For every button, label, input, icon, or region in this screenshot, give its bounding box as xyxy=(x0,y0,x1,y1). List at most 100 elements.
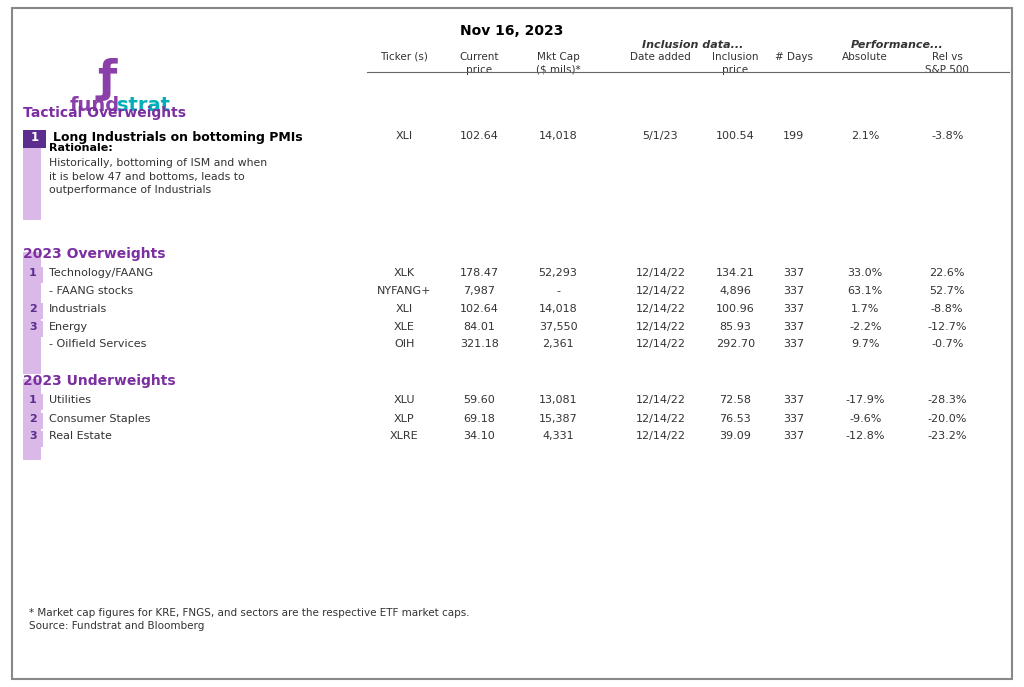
Text: Mkt Cap: Mkt Cap xyxy=(537,52,580,62)
Text: 12/14/22: 12/14/22 xyxy=(636,268,685,278)
Text: 102.64: 102.64 xyxy=(460,304,499,314)
Text: Nov 16, 2023: Nov 16, 2023 xyxy=(461,24,563,38)
Text: it is below 47 and bottoms, leads to: it is below 47 and bottoms, leads to xyxy=(49,172,245,182)
Text: 337: 337 xyxy=(783,339,804,350)
Text: Tactical Overweights: Tactical Overweights xyxy=(23,106,185,120)
Text: 12/14/22: 12/14/22 xyxy=(636,339,685,350)
FancyBboxPatch shape xyxy=(23,413,43,429)
FancyBboxPatch shape xyxy=(23,321,43,337)
Text: 12/14/22: 12/14/22 xyxy=(636,395,685,405)
Text: -20.0%: -20.0% xyxy=(928,414,967,424)
Text: 13,081: 13,081 xyxy=(539,395,578,405)
Text: 12/14/22: 12/14/22 xyxy=(636,431,685,442)
Text: 12/14/22: 12/14/22 xyxy=(636,286,685,296)
Text: XLI: XLI xyxy=(396,131,413,141)
Text: strat: strat xyxy=(117,96,170,115)
Text: Energy: Energy xyxy=(49,322,88,332)
Text: 337: 337 xyxy=(783,322,804,332)
Text: 5/1/23: 5/1/23 xyxy=(643,131,678,141)
Text: 321.18: 321.18 xyxy=(460,339,499,350)
FancyBboxPatch shape xyxy=(12,8,1012,679)
Text: -3.8%: -3.8% xyxy=(931,131,964,141)
Text: -9.6%: -9.6% xyxy=(849,414,882,424)
Text: 59.60: 59.60 xyxy=(463,395,496,405)
Bar xyxy=(367,106,592,631)
Text: - Oilfield Services: - Oilfield Services xyxy=(49,339,146,350)
Text: outperformance of Industrials: outperformance of Industrials xyxy=(49,185,211,196)
Text: 337: 337 xyxy=(783,414,804,424)
Text: S&P 500: S&P 500 xyxy=(926,65,969,75)
Text: NYFANG+: NYFANG+ xyxy=(377,286,432,296)
Text: 178.47: 178.47 xyxy=(460,268,499,278)
Text: * Market cap figures for KRE, FNGS, and sectors are the respective ETF market ca: * Market cap figures for KRE, FNGS, and … xyxy=(29,608,469,618)
Text: -12.7%: -12.7% xyxy=(928,322,967,332)
Text: -8.8%: -8.8% xyxy=(931,304,964,314)
Text: 3: 3 xyxy=(29,322,37,332)
Text: Utilities: Utilities xyxy=(49,395,91,405)
Text: Real Estate: Real Estate xyxy=(49,431,112,442)
Text: 134.21: 134.21 xyxy=(716,268,755,278)
Text: ($ mils)*: ($ mils)* xyxy=(536,65,581,75)
Text: 69.18: 69.18 xyxy=(463,414,496,424)
FancyBboxPatch shape xyxy=(23,267,43,283)
Text: 2.1%: 2.1% xyxy=(851,131,880,141)
Text: Absolute: Absolute xyxy=(843,52,888,62)
Text: XLP: XLP xyxy=(394,414,415,424)
Text: Industrials: Industrials xyxy=(49,304,108,314)
Text: 337: 337 xyxy=(783,431,804,442)
Text: XLE: XLE xyxy=(394,322,415,332)
Text: price: price xyxy=(466,65,493,75)
Text: 337: 337 xyxy=(783,395,804,405)
Text: -12.8%: -12.8% xyxy=(846,431,885,442)
Text: 39.09: 39.09 xyxy=(719,431,752,442)
Text: price: price xyxy=(722,65,749,75)
Text: Rel vs: Rel vs xyxy=(932,52,963,62)
Text: Rationale:: Rationale: xyxy=(49,143,113,153)
Text: 337: 337 xyxy=(783,268,804,278)
FancyBboxPatch shape xyxy=(23,431,43,447)
Text: 84.01: 84.01 xyxy=(463,322,496,332)
Text: 199: 199 xyxy=(783,131,804,141)
Text: 4,896: 4,896 xyxy=(719,286,752,296)
Text: 37,550: 37,550 xyxy=(539,322,578,332)
FancyBboxPatch shape xyxy=(23,394,43,410)
Text: -: - xyxy=(556,286,560,296)
Text: 63.1%: 63.1% xyxy=(848,286,883,296)
Text: - FAANG stocks: - FAANG stocks xyxy=(49,286,133,296)
Text: 22.6%: 22.6% xyxy=(930,268,965,278)
Text: 12/14/22: 12/14/22 xyxy=(636,322,685,332)
Text: 2,361: 2,361 xyxy=(543,339,573,350)
Text: -17.9%: -17.9% xyxy=(846,395,885,405)
Text: Technology/FAANG: Technology/FAANG xyxy=(49,268,154,278)
Bar xyxy=(23,252,41,374)
Text: 2023 Underweights: 2023 Underweights xyxy=(23,374,175,388)
Text: OIH: OIH xyxy=(394,339,415,350)
Text: Current: Current xyxy=(460,52,499,62)
Text: 9.7%: 9.7% xyxy=(851,339,880,350)
Text: 102.64: 102.64 xyxy=(460,131,499,141)
Text: 4,331: 4,331 xyxy=(543,431,573,442)
FancyBboxPatch shape xyxy=(23,130,46,148)
Text: Source: Fundstrat and Bloomberg: Source: Fundstrat and Bloomberg xyxy=(29,621,204,631)
Text: 2: 2 xyxy=(29,414,37,424)
Text: 76.53: 76.53 xyxy=(719,414,752,424)
Text: -23.2%: -23.2% xyxy=(928,431,967,442)
Text: 1: 1 xyxy=(31,131,38,144)
Text: 1: 1 xyxy=(29,395,37,405)
Text: 15,387: 15,387 xyxy=(539,414,578,424)
Text: Historically, bottoming of ISM and when: Historically, bottoming of ISM and when xyxy=(49,158,267,168)
Text: 52.7%: 52.7% xyxy=(930,286,965,296)
Text: XLRE: XLRE xyxy=(390,431,419,442)
Text: Long Industrials on bottoming PMIs: Long Industrials on bottoming PMIs xyxy=(53,131,303,144)
Text: Performance...: Performance... xyxy=(851,40,943,50)
Text: 100.54: 100.54 xyxy=(716,131,755,141)
Text: -2.2%: -2.2% xyxy=(849,322,882,332)
Text: Inclusion data...: Inclusion data... xyxy=(642,40,742,50)
Text: ƒ: ƒ xyxy=(98,58,117,102)
Text: 337: 337 xyxy=(783,304,804,314)
Text: Consumer Staples: Consumer Staples xyxy=(49,414,151,424)
Text: 12/14/22: 12/14/22 xyxy=(636,304,685,314)
Text: 14,018: 14,018 xyxy=(539,304,578,314)
Text: 85.93: 85.93 xyxy=(719,322,752,332)
Text: 7,987: 7,987 xyxy=(463,286,496,296)
